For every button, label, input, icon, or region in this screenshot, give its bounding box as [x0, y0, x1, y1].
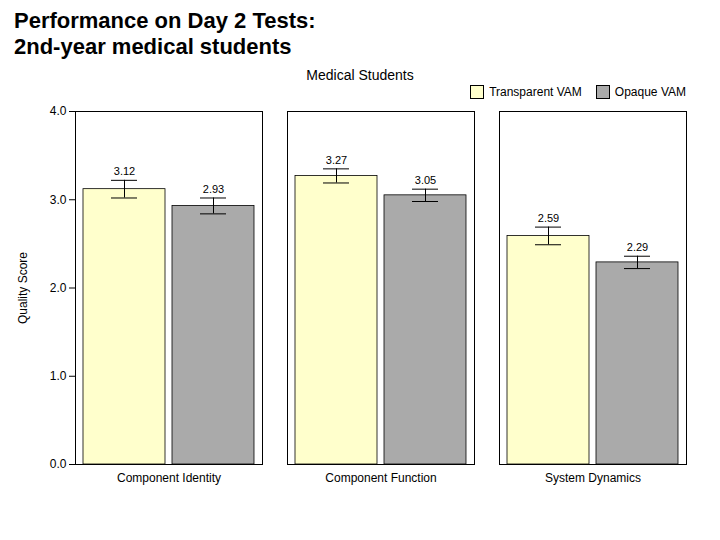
svg-text:2.59: 2.59 [538, 212, 559, 224]
svg-text:2.0: 2.0 [50, 281, 67, 295]
svg-text:3.27: 3.27 [326, 154, 347, 166]
svg-text:System Dynamics: System Dynamics [545, 471, 641, 485]
svg-text:3.0: 3.0 [50, 192, 67, 206]
svg-text:Component Identity: Component Identity [117, 471, 221, 485]
svg-text:0.0: 0.0 [50, 457, 67, 471]
html-text:Opaque VAM: Opaque VAM [614, 84, 686, 99]
html-text:2nd-year medical students: 2nd-year medical students [14, 34, 292, 60]
html-text:Transparent VAM: Transparent VAM [489, 84, 582, 99]
html-text:Performance on Day 2 Tests:: Performance on Day 2 Tests: [14, 8, 316, 33]
svg-text:Quality Score: Quality Score [16, 251, 30, 323]
svg-text:1.0: 1.0 [50, 369, 67, 383]
html-text:Medical Students: Medical Students [306, 66, 414, 83]
svg-text:2.93: 2.93 [203, 183, 224, 195]
svg-text:Component Function: Component Function [325, 471, 436, 485]
svg-text:3.12: 3.12 [114, 165, 135, 177]
svg-text:3.05: 3.05 [415, 174, 436, 186]
svg-text:2.29: 2.29 [627, 241, 648, 253]
svg-text:4.0: 4.0 [50, 104, 67, 118]
